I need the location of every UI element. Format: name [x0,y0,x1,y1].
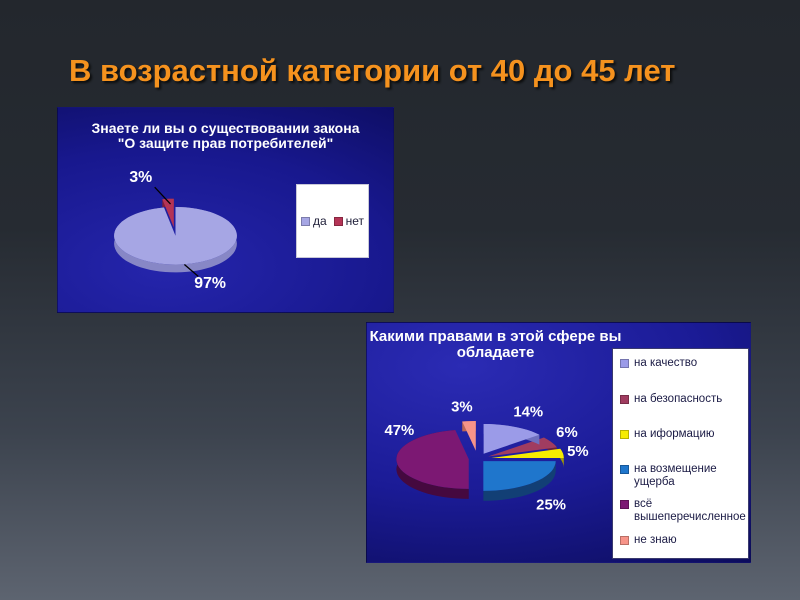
pie-slice [483,461,556,491]
legend-item: нет [333,214,365,228]
slide-title: В возрастной категории от 40 до 45 лет [69,52,676,88]
pie-data-label: 5% [567,444,588,460]
legend-label: нет [345,214,365,228]
legend-label: да [312,214,327,228]
legend-swatch-icon [620,500,629,509]
legend-swatch-icon [620,465,629,474]
legend-swatch-icon [333,216,343,226]
pie-chart-law-awareness: 3% 97% [114,169,237,292]
legend-swatch-icon [620,359,629,368]
chart-title: Знаете ли вы о существовании закона "О з… [58,121,393,151]
legend-item: да [300,214,327,228]
chart-title-line: обладаете [456,344,535,361]
chart-title-line: Какими правами в этой сфере вы [369,328,622,345]
legend-swatch-icon [300,216,310,226]
pie-data-label: 3% [451,399,472,415]
pie-data-label: 6% [556,425,577,441]
legend-swatch-icon [620,430,629,439]
pie-chart-consumer-rights: 3% 14% 6% 5% 47% 25% [384,399,588,513]
pie-slice [114,207,237,265]
pie-data-label: 14% [513,404,543,420]
legend-label: всё вышеперечисленное [634,498,746,523]
legend-item: всё вышеперечисленное [620,498,746,524]
pie-data-label: 47% [384,423,414,439]
chart-legend: да нет [296,184,369,258]
pie-label-leader-line [154,186,172,205]
pie-slice [483,423,540,454]
pie-data-label: 97% [194,275,226,292]
legend-label: на качество [634,357,698,369]
pie-chart-panel-law-awareness: Знаете ли вы о существовании закона "О з… [57,107,394,313]
pie-slice [462,420,476,451]
legend-label: на возмещение ущерба [634,463,717,488]
legend-label: на безопасность [634,393,723,405]
legend-item: на возмещение ущерба [620,463,745,489]
pie-chart-panel-consumer-rights: Какими правами в этой сфере вы обладаете… [366,322,751,563]
legend-swatch-icon [620,395,629,404]
legend-item: на иформацию [620,428,745,441]
pie-slice [488,437,557,457]
legend-item: на безопасность [620,393,745,406]
pie-data-label: 3% [129,169,152,186]
chart-title-line: Знаете ли вы о существовании закона [91,120,360,136]
pie-slice-side [483,461,556,501]
legend-label: на иформацию [634,428,715,440]
legend-item: на качество [620,357,745,370]
pie-data-label: 25% [536,497,566,513]
chart-title-line: "О защите прав потребителей" [117,135,334,151]
pie-slice [162,198,174,228]
chart-title: Какими правами в этой сфере вы обладаете [369,329,622,361]
pie-slice [491,448,564,458]
pie-slice [396,430,469,489]
chart-legend: на качество на безопасность на иформацию на… [612,348,749,559]
pie-label-leader-line [183,263,199,277]
legend-swatch-icon [620,536,629,545]
legend-item: не знаю [620,534,745,547]
legend-label: не знаю [634,534,677,546]
